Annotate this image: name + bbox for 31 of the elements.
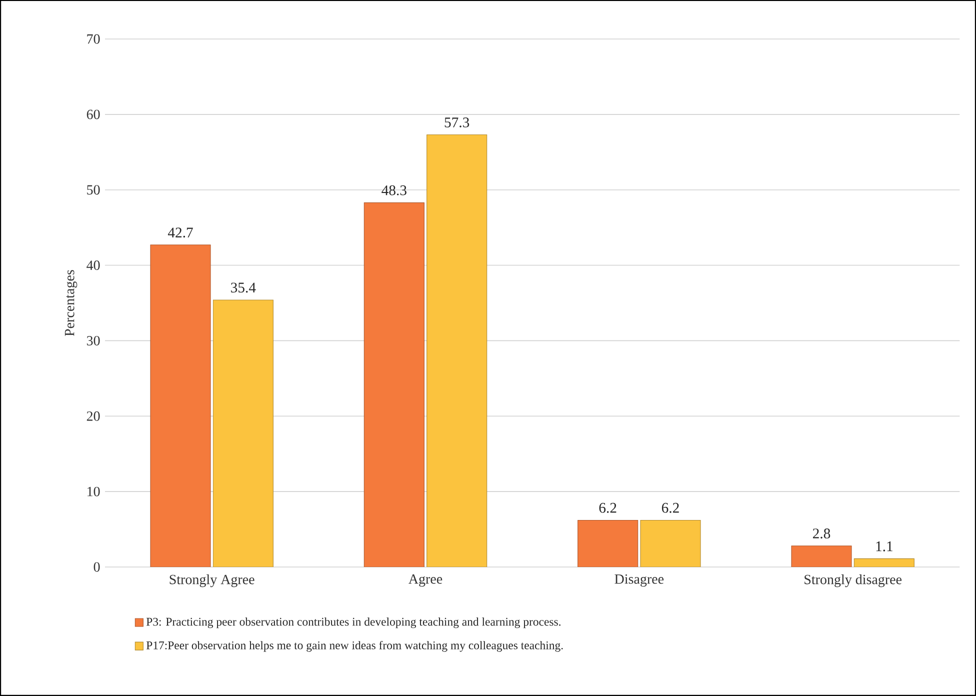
bar (578, 520, 638, 567)
bar (212, 300, 274, 567)
y-tick-label: 30 (86, 336, 100, 346)
bar (791, 546, 852, 567)
bar (364, 202, 424, 567)
bar (854, 558, 914, 567)
data-label: 35.4 (231, 282, 256, 293)
y-tick-label: 70 (87, 34, 100, 44)
bar (426, 134, 488, 567)
x-tick-label: Agree (408, 574, 442, 587)
y-tick-label: 0 (94, 562, 100, 572)
y-tick-label: 50 (87, 185, 100, 195)
data-label: 48.3 (382, 185, 406, 196)
data-label: 42.7 (168, 228, 193, 238)
y-axis-title: Percentages (64, 270, 78, 336)
x-tick-label: Strongly Agree (170, 574, 254, 588)
x-tick-label: Strongly disagree (804, 574, 902, 588)
data-label: 6.2 (599, 502, 616, 513)
data-label: 1.1 (876, 541, 892, 552)
legend-label: P17:Peer observation helps me to gain new ideas from watching my colleagues teaching. (146, 640, 563, 652)
bar (150, 244, 211, 567)
data-label: 6.2 (662, 502, 679, 513)
y-tick-label: 60 (86, 110, 100, 120)
data-label: 57.3 (444, 118, 470, 128)
y-tick-label: 10 (88, 486, 100, 496)
data-label: 2.8 (812, 528, 830, 538)
y-tick-label: 20 (86, 411, 100, 421)
x-tick-label: Disagree (614, 574, 664, 587)
legend-label: P3: Practicing peer observation contributes in developing teaching and learning process. (146, 617, 560, 628)
y-tick-label: 40 (86, 260, 100, 270)
bar (640, 520, 701, 567)
